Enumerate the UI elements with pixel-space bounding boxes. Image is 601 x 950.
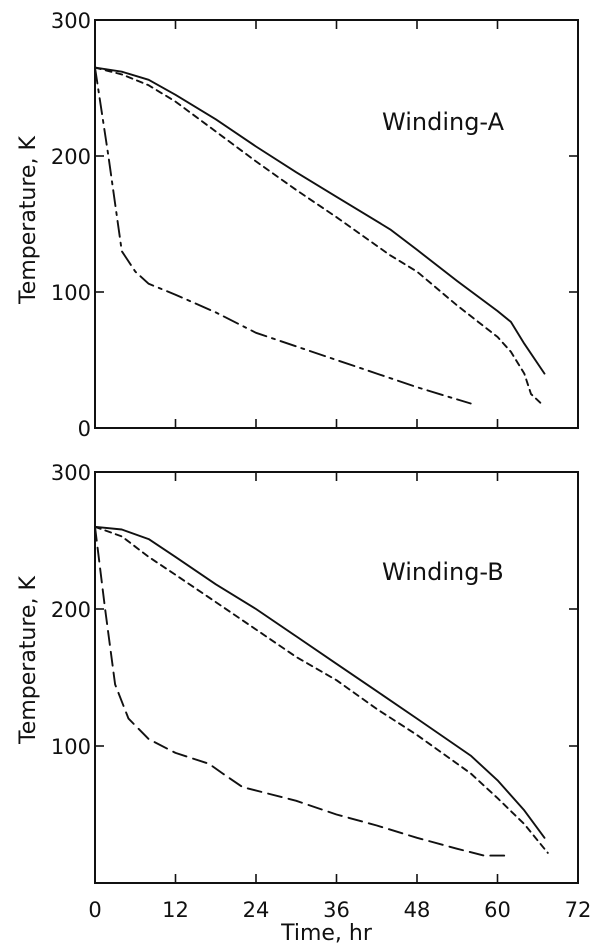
x-tick-label: 0 [88,898,101,922]
y-tick-label: 200 [51,598,91,622]
x-tick-label: 72 [565,898,592,922]
y-tick-label: 0 [78,417,91,441]
y-axis-title: Temperature, K [16,136,41,305]
y-tick-label: 100 [51,281,91,305]
plot-frame [94,19,579,429]
x-tick-label: 60 [484,898,511,922]
x-tick-label: 12 [162,898,189,922]
series-line-dash-dot [94,66,472,405]
x-tick-label: 36 [323,898,350,922]
series-line-dashed [94,525,549,854]
series-line-solid [94,525,546,839]
series-line-solid [94,66,546,375]
x-axis-title: Time, hr [280,921,373,946]
x-tick-label: 24 [243,898,270,922]
y-axis-title: Temperature, K [16,576,41,745]
series-line-dashed [94,66,543,405]
y-tick-label: 200 [51,145,91,169]
y-tick-label: 100 [51,735,91,759]
panel-winding-a: 0 100 200 300 Temperature, K Winding-A [16,9,579,441]
series-line-long-dash [94,525,506,857]
panel-annotation: Winding-B [382,558,504,586]
y-tick-label: 300 [51,461,91,485]
plot-frame [94,471,579,884]
panel-winding-b: 100 200 300 0 12 24 36 48 60 72 Temperature, K Time… [16,461,591,946]
x-tick-label: 48 [404,898,431,922]
panel-annotation: Winding-A [382,108,505,136]
y-tick-label: 300 [51,9,91,33]
